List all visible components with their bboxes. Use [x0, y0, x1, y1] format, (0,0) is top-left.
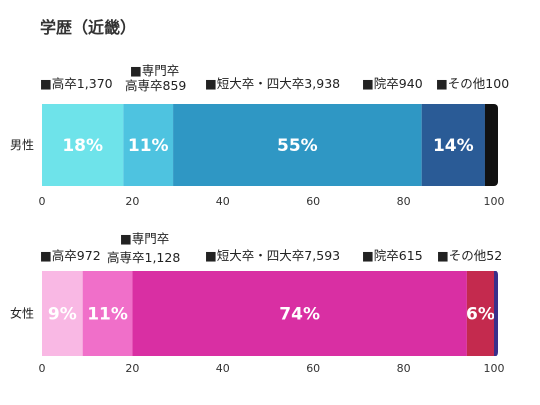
- x-tick-label: 0: [39, 362, 46, 375]
- data-label: 18%: [62, 136, 103, 156]
- legend-item: 高専卒1,128: [107, 250, 180, 265]
- legend-item: ■その他100: [436, 76, 509, 91]
- x-tick-label: 40: [216, 195, 230, 208]
- legend-item: ■専門卒: [120, 231, 169, 246]
- bar-segment: [484, 104, 492, 186]
- data-label: 11%: [87, 305, 128, 325]
- bar-segment: [123, 104, 174, 186]
- bar-segment: [421, 104, 485, 186]
- bar-segment: [42, 104, 124, 186]
- bar-segment: [132, 271, 467, 356]
- data-label: 74%: [279, 305, 320, 325]
- x-tick-label: 80: [397, 362, 411, 375]
- chart-title: 学歴（近畿）: [40, 18, 136, 37]
- x-tick-label: 80: [397, 195, 411, 208]
- legend-item: ■院卒615: [362, 248, 423, 263]
- legend-item: ■院卒940: [362, 76, 423, 91]
- legend-item: ■専門卒: [130, 63, 179, 78]
- bar-segment: [466, 271, 494, 356]
- x-tick-label: 100: [484, 362, 505, 375]
- x-tick-label: 0: [39, 195, 46, 208]
- x-tick-label: 20: [125, 195, 139, 208]
- legend-item: ■その他52: [437, 248, 502, 263]
- data-label: 9%: [48, 305, 77, 325]
- row-label: 女性: [10, 306, 34, 321]
- legend-item: ■短大卒・四大卒3,938: [205, 76, 340, 91]
- bar-segment: [42, 271, 83, 356]
- x-tick-label: 60: [306, 195, 320, 208]
- x-tick-label: 20: [125, 362, 139, 375]
- legend-item: ■短大卒・四大卒7,593: [205, 248, 340, 263]
- legend-item: ■高卒972: [40, 248, 101, 263]
- x-tick-label: 40: [216, 362, 230, 375]
- data-label: 55%: [277, 136, 318, 156]
- row-label: 男性: [10, 138, 34, 152]
- x-tick-label: 60: [306, 362, 320, 375]
- bar-segment: [173, 104, 422, 186]
- data-label: 6%: [466, 305, 495, 325]
- legend-item: 高専卒859: [125, 78, 186, 93]
- x-tick-label: 100: [484, 195, 505, 208]
- data-label: 14%: [433, 136, 474, 156]
- bar-segment: [82, 271, 133, 356]
- legend-item: ■高卒1,370: [40, 76, 113, 91]
- data-label: 11%: [128, 136, 169, 156]
- bar-segment: [494, 271, 496, 356]
